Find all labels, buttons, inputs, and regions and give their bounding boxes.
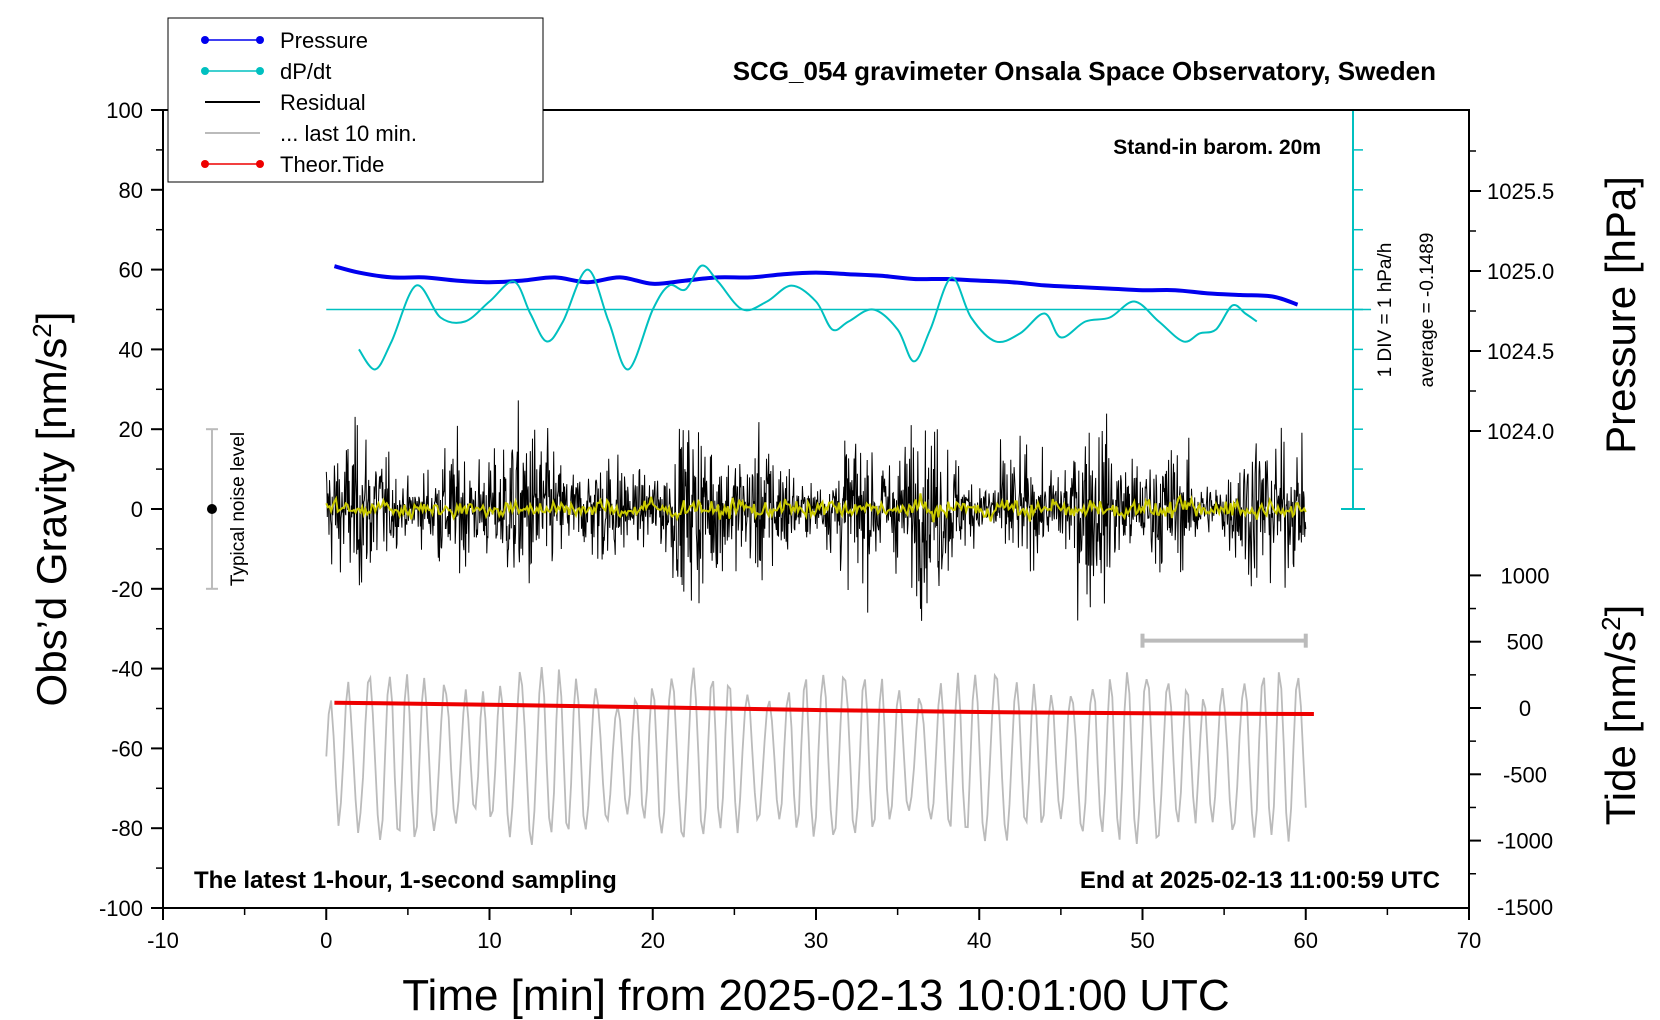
y-axis-label-left: Obs’d Gravity [nm/s2] <box>27 312 75 707</box>
y-tick-label: 60 <box>119 258 143 283</box>
legend-label: dP/dt <box>280 59 331 84</box>
tide-tick-label: 0 <box>1519 696 1531 721</box>
x-tick-label: -10 <box>147 928 179 953</box>
axes-layer: -10 0 10 20 30 40 50 60 70100806040200-20-40-60-… <box>99 98 1554 953</box>
y-tick-label: -80 <box>111 816 143 841</box>
legend-label: Pressure <box>280 28 368 53</box>
series-theor-tide <box>334 700 1314 716</box>
tide-tick-label: 500 <box>1507 630 1544 655</box>
last10-trace <box>325 667 1307 845</box>
series-pressure <box>333 264 1299 307</box>
pressure-tick-label: 1024.0 <box>1487 419 1554 444</box>
legend-marker <box>256 67 264 75</box>
pressure-tick-label: 1025.0 <box>1487 259 1554 284</box>
x-tick-label: 0 <box>320 928 332 953</box>
x-axis-label: Time [min] from 2025-02-13 10:01:00 UTC <box>402 971 1229 1020</box>
pressure-tick-label: 1024.5 <box>1487 339 1554 364</box>
noise-bar-dot <box>206 504 217 514</box>
y-tick-label: 20 <box>119 417 143 442</box>
legend-label: ... last 10 min. <box>280 121 417 146</box>
legend-marker <box>201 160 209 168</box>
legend-label: Theor.Tide <box>280 152 384 177</box>
y-axis-label-pressure: Pressure [hPa] <box>1597 176 1644 454</box>
tide-tick-label: -500 <box>1503 762 1547 787</box>
residual-smoothed-trace <box>325 493 1307 523</box>
y-tick-label: -20 <box>111 577 143 602</box>
pressure-tick-label: 1025.5 <box>1487 179 1554 204</box>
tide-tick-label: 1000 <box>1501 563 1550 588</box>
end-time-note: End at 2025-02-13 11:00:59 UTC <box>1080 867 1440 894</box>
y-tick-label: -60 <box>111 736 143 761</box>
trace-layer <box>205 109 1372 845</box>
y-axis-label-tide: Tide [nm/s2] <box>1596 605 1644 826</box>
y-tick-label: 100 <box>106 98 143 123</box>
legend-box <box>167 17 544 183</box>
x-tick-label: 60 <box>1294 928 1318 953</box>
legend-marker <box>256 36 264 44</box>
x-tick-label: 20 <box>641 928 665 953</box>
chart-title: SCG_054 gravimeter Onsala Space Observat… <box>733 56 1436 86</box>
series-dp-dt <box>358 264 1258 371</box>
legend-marker <box>256 160 264 168</box>
dpdt-average-note: average = -0.1489 <box>1417 233 1438 388</box>
x-tick-label: 10 <box>477 928 501 953</box>
noise-level-label: Typical noise level <box>228 432 249 586</box>
x-tick-label: 40 <box>967 928 991 953</box>
y-tick-label: 80 <box>119 178 143 203</box>
tide-tick-label: -1500 <box>1497 895 1553 920</box>
x-tick-label: 70 <box>1457 928 1481 953</box>
div-scale-note: 1 DIV = 1 hPa/h <box>1375 243 1396 378</box>
legend-marker <box>201 36 209 44</box>
x-tick-label: 50 <box>1130 928 1154 953</box>
y-tick-label: -100 <box>99 896 143 921</box>
legend: Pressure dP/dt Residual ... last 10 min. The… <box>167 17 544 183</box>
x-tick-label: 30 <box>804 928 828 953</box>
legend-marker <box>201 67 209 75</box>
y-tick-label: -40 <box>111 657 143 682</box>
legend-label: Residual <box>280 90 366 115</box>
tide-tick-label: -1000 <box>1497 829 1553 854</box>
y-tick-label: 0 <box>131 497 143 522</box>
y-tick-label: 40 <box>119 337 143 362</box>
standin-barometer-note: Stand-in barom. 20m <box>1113 136 1321 159</box>
sampling-note: The latest 1-hour, 1-second sampling <box>194 867 617 894</box>
